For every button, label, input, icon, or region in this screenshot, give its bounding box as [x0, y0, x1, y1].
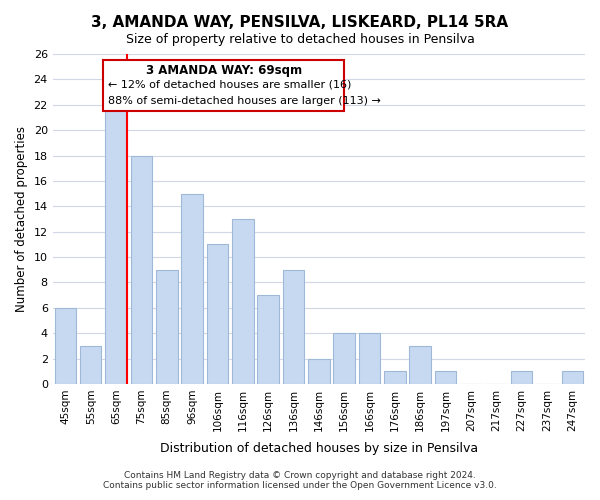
Bar: [206, 244, 228, 384]
Bar: [156, 270, 178, 384]
Text: 88% of semi-detached houses are larger (113) →: 88% of semi-detached houses are larger (…: [109, 96, 382, 106]
Bar: [131, 156, 152, 384]
Bar: [80, 346, 101, 384]
Bar: [511, 371, 532, 384]
FancyBboxPatch shape: [103, 60, 344, 111]
Bar: [308, 358, 329, 384]
Bar: [283, 270, 304, 384]
Bar: [55, 308, 76, 384]
Bar: [384, 371, 406, 384]
Bar: [359, 333, 380, 384]
Bar: [562, 371, 583, 384]
Bar: [105, 105, 127, 384]
Bar: [257, 295, 279, 384]
Text: ← 12% of detached houses are smaller (16): ← 12% of detached houses are smaller (16…: [109, 80, 352, 90]
Text: Contains HM Land Registry data © Crown copyright and database right 2024.
Contai: Contains HM Land Registry data © Crown c…: [103, 470, 497, 490]
Bar: [435, 371, 457, 384]
Bar: [409, 346, 431, 384]
Bar: [334, 333, 355, 384]
Bar: [181, 194, 203, 384]
Y-axis label: Number of detached properties: Number of detached properties: [15, 126, 28, 312]
Text: 3, AMANDA WAY, PENSILVA, LISKEARD, PL14 5RA: 3, AMANDA WAY, PENSILVA, LISKEARD, PL14 …: [91, 15, 509, 30]
Bar: [232, 219, 254, 384]
Text: Size of property relative to detached houses in Pensilva: Size of property relative to detached ho…: [125, 32, 475, 46]
Text: 3 AMANDA WAY: 69sqm: 3 AMANDA WAY: 69sqm: [146, 64, 302, 77]
X-axis label: Distribution of detached houses by size in Pensilva: Distribution of detached houses by size …: [160, 442, 478, 455]
